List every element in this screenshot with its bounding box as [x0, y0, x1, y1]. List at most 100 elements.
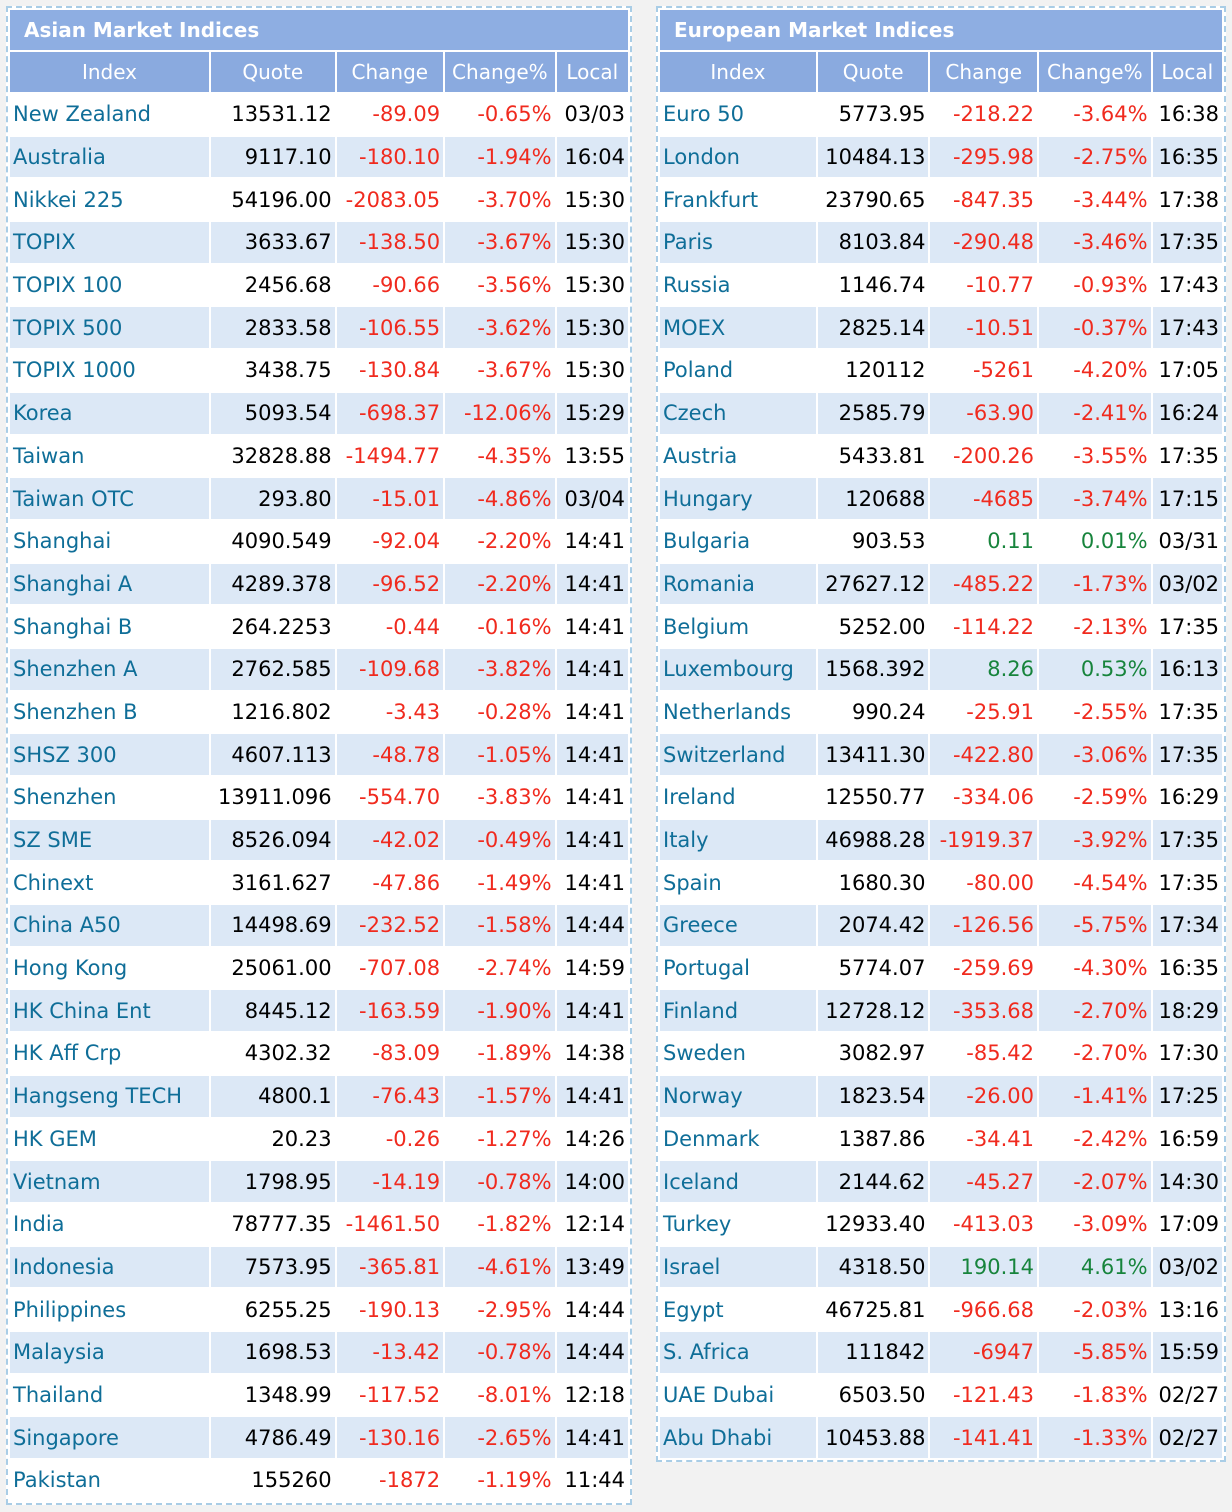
quote-cell: 14498.69 [210, 905, 335, 946]
data-row: Taiwan 32828.88 -1494.77 -4.35% 13:55 [10, 436, 628, 477]
change-pct-cell: -8.01% [477, 1382, 552, 1407]
data-row: HK GEM 20.23 -0.26 -1.27% 14:26 [10, 1119, 628, 1160]
quote-cell: 13531.12 [231, 102, 332, 127]
index-cell[interactable]: Hungary [660, 478, 816, 519]
index-cell[interactable]: Vietnam [10, 1161, 209, 1202]
data-row: Israel 4318.50 190.14 4.61% 03/02 [660, 1246, 1222, 1288]
index-cell[interactable]: India [13, 1212, 65, 1237]
index-cell[interactable]: Austria [663, 443, 738, 468]
index-cell[interactable]: Thailand [13, 1382, 104, 1407]
index-cell[interactable]: Korea [10, 392, 209, 434]
index-cell[interactable]: Malaysia [10, 1331, 209, 1373]
index-cell[interactable]: Poland [663, 358, 734, 383]
index-cell[interactable]: Shanghai B [13, 614, 133, 639]
column-header: Local [1152, 52, 1222, 92]
index-cell[interactable]: S. Africa [660, 1331, 816, 1373]
data-row: Bulgaria 903.53 0.11 0.01% 03/31 [660, 521, 1222, 562]
index-cell[interactable]: Paris [660, 222, 816, 263]
index-cell[interactable]: TOPIX [10, 222, 209, 263]
data-row: Hong Kong 25061.00 -707.08 -2.74% 14:59 [10, 948, 628, 989]
index-cell[interactable]: Hangseng TECH [10, 1075, 209, 1117]
index-cell[interactable]: Turkey [663, 1212, 732, 1237]
local-cell: 17:35 [1158, 614, 1219, 639]
index-cell[interactable]: TOPIX 100 [13, 273, 123, 298]
index-cell[interactable]: TOPIX 500 [10, 307, 209, 349]
index-cell[interactable]: HK Aff Crp [13, 1041, 122, 1066]
index-cell[interactable]: Denmark [663, 1126, 760, 1151]
local-cell: 14:41 [556, 563, 628, 605]
quote-cell: 25061.00 [231, 956, 332, 981]
index-cell[interactable]: China A50 [10, 905, 209, 946]
quote-cell: 903.53 [851, 529, 926, 554]
index-cell[interactable]: Shenzhen A [10, 648, 209, 690]
index-cell[interactable]: Shanghai A [10, 563, 209, 605]
index-cell[interactable]: Chinext [13, 870, 94, 895]
index-cell[interactable]: Taiwan OTC [10, 478, 209, 519]
index-cell[interactable]: Romania [660, 563, 816, 605]
local-cell: 14:41 [556, 819, 628, 861]
index-cell[interactable]: Abu Dhabi [660, 1417, 816, 1458]
index-cell[interactable]: Taiwan [13, 443, 85, 468]
index-cell[interactable]: Nikkei 225 [13, 187, 124, 212]
index-cell[interactable]: Singapore [10, 1417, 209, 1458]
index-cell[interactable]: Greece [660, 905, 816, 946]
index-cell[interactable]: Italy [660, 819, 816, 861]
change-cell: -34.41 [966, 1126, 1034, 1151]
change-cell: -6947 [930, 1331, 1037, 1373]
index-cell[interactable]: Ireland [663, 785, 736, 810]
index-cell[interactable]: Bulgaria [663, 529, 751, 554]
index-cell[interactable]: Czech [660, 392, 816, 434]
index-cell[interactable]: Indonesia [10, 1246, 209, 1288]
local-cell: 16:35 [1158, 956, 1219, 981]
index-cell[interactable]: Philippines [13, 1297, 127, 1322]
data-row: S. Africa 111842 -6947 -5.85% 15:59 [660, 1331, 1222, 1373]
index-cell[interactable]: HK GEM [13, 1126, 97, 1151]
index-cell[interactable]: SZ SME [10, 819, 209, 861]
index-cell[interactable]: Finland [660, 990, 816, 1032]
index-cell[interactable]: Frankfurt [663, 187, 759, 212]
index-cell[interactable]: UAE Dubai [663, 1382, 775, 1407]
local-cell: 17:34 [1152, 905, 1222, 946]
index-cell[interactable]: TOPIX 1000 [13, 358, 136, 383]
index-cell[interactable]: Luxembourg [660, 648, 816, 690]
index-cell[interactable]: Belgium [663, 614, 750, 639]
index-cell[interactable]: Sweden [663, 1041, 746, 1066]
index-cell[interactable]: Switzerland [660, 734, 816, 775]
data-row: Chinext 3161.627 -47.86 -1.49% 14:41 [10, 862, 628, 903]
change-cell: -13.42 [336, 1331, 444, 1373]
index-cell[interactable]: Netherlands [663, 699, 792, 724]
column-header: Change% [1039, 52, 1151, 92]
index-cell[interactable]: Shenzhen [13, 785, 117, 810]
index-cell[interactable]: Spain [663, 870, 722, 895]
index-cell[interactable]: Russia [663, 273, 731, 298]
index-cell[interactable]: Portugal [663, 956, 750, 981]
index-cell[interactable]: Egypt [663, 1297, 724, 1322]
index-cell[interactable]: Euro 50 [663, 102, 744, 127]
index-cell[interactable]: Shanghai [13, 529, 112, 554]
local-cell: 14:41 [564, 614, 625, 639]
index-cell[interactable]: Shenzhen B [13, 699, 138, 724]
quote-cell: 3161.627 [231, 870, 332, 895]
index-cell[interactable]: New Zealand [13, 102, 151, 127]
data-row: MOEX 2825.14 -10.51 -0.37% 17:43 [660, 307, 1222, 349]
index-cell[interactable]: Israel [660, 1246, 816, 1288]
change-pct-cell: -2.70% [1073, 1041, 1148, 1066]
change-pct-cell: -2.03% [1073, 1297, 1148, 1322]
index-cell[interactable]: Pakistan [13, 1468, 101, 1493]
index-cell[interactable]: Hong Kong [13, 956, 128, 981]
index-cell[interactable]: Australia [10, 136, 209, 178]
change-pct-cell: -0.28% [477, 699, 552, 724]
index-cell[interactable]: SHSZ 300 [10, 734, 209, 775]
index-cell[interactable]: Norway [660, 1075, 816, 1117]
index-cell[interactable]: Iceland [660, 1161, 816, 1202]
column-header: Quote [817, 52, 929, 92]
data-row: New Zealand 13531.12 -89.09 -0.65% 03/03 [10, 94, 628, 135]
local-cell: 03/04 [556, 478, 628, 519]
index-cell[interactable]: HK China Ent [10, 990, 209, 1032]
local-cell: 14:44 [564, 1297, 625, 1322]
change-pct-cell: -1.33% [1039, 1417, 1151, 1458]
index-cell[interactable]: London [660, 136, 816, 178]
column-header: Index [660, 52, 816, 92]
index-cell[interactable]: MOEX [660, 307, 816, 349]
data-row: India 78777.35 -1461.50 -1.82% 12:14 [10, 1204, 628, 1245]
